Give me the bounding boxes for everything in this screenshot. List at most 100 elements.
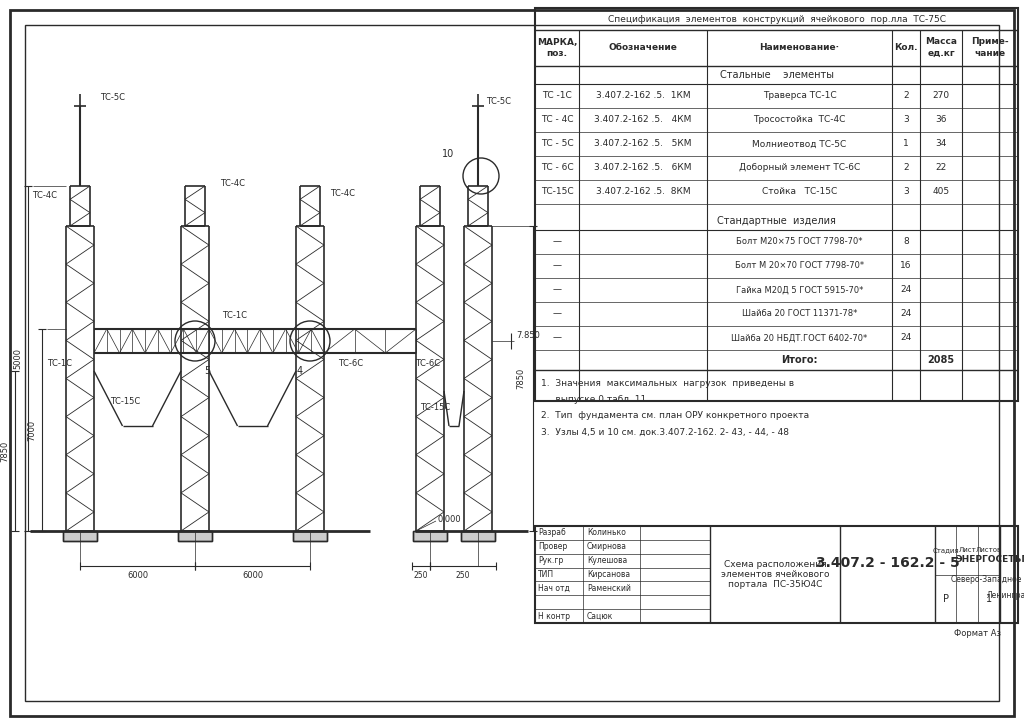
Text: 250: 250	[414, 571, 428, 581]
Text: ТС-6С: ТС-6С	[415, 359, 440, 367]
Text: 7850: 7850	[516, 368, 525, 389]
Text: 3.407.2 - 162.2 - 5: 3.407.2 - 162.2 - 5	[816, 556, 959, 570]
Text: ТИП: ТИП	[538, 570, 554, 579]
Bar	[413, 531, 447, 541]
Text: Рук.гр: Рук.гр	[538, 556, 563, 565]
Text: Наименование·: Наименование·	[760, 44, 840, 52]
Text: чание: чание	[975, 49, 1006, 57]
Text: Приме-: Приме-	[971, 38, 1009, 46]
Text: Кол.: Кол.	[894, 44, 918, 52]
Text: 2085: 2085	[928, 355, 954, 365]
Text: P: P	[943, 594, 948, 604]
Text: 7000: 7000	[28, 420, 37, 441]
Bar	[178, 531, 212, 541]
Text: Итого:: Итого:	[781, 355, 818, 365]
Text: 22: 22	[935, 163, 946, 173]
Text: элементов ячейкового: элементов ячейкового	[721, 570, 829, 579]
Text: 3.407.2-162 .5.   6КМ: 3.407.2-162 .5. 6КМ	[594, 163, 692, 173]
Text: 3: 3	[903, 187, 909, 197]
Bar	[178, 531, 212, 541]
Text: 16: 16	[900, 261, 911, 271]
Text: 6000: 6000	[242, 571, 263, 581]
Text: Кулешова: Кулешова	[587, 556, 628, 565]
Text: 1: 1	[903, 139, 909, 149]
Text: Н контр: Н контр	[538, 611, 570, 621]
Text: ТС-15С: ТС-15С	[420, 404, 451, 412]
Bar	[63, 531, 97, 541]
Text: Северо-Западное отделение: Северо-Западное отделение	[951, 575, 1024, 584]
Text: 3.407.2-162 .5.  8КМ: 3.407.2-162 .5. 8КМ	[596, 187, 690, 197]
Text: Листов: Листов	[976, 547, 1002, 553]
Text: Стойка   ТС-15С: Стойка ТС-15С	[762, 187, 838, 197]
Text: ТС - 6С: ТС - 6С	[541, 163, 573, 173]
Text: 10: 10	[442, 149, 454, 159]
Text: ТС-5С: ТС-5С	[100, 94, 125, 102]
Text: ТС-15С: ТС-15С	[541, 187, 573, 197]
Text: Спецификация  элементов  конструкций  ячейкового  пор.лла  ТС-75С: Спецификация элементов конструкций ячейк…	[607, 15, 945, 23]
Text: 3.407.2-162 .5.   4КМ: 3.407.2-162 .5. 4КМ	[594, 115, 691, 124]
Text: 250: 250	[456, 571, 470, 581]
Text: 5: 5	[204, 366, 210, 376]
Text: —: —	[553, 285, 561, 295]
Text: Сацюк: Сацюк	[587, 611, 613, 621]
Bar	[293, 531, 327, 541]
Text: ТС - 4С: ТС - 4С	[541, 115, 573, 124]
Text: Доборный элемент ТС-6С: Доборный элемент ТС-6С	[739, 163, 860, 173]
Text: ТС-5С: ТС-5С	[486, 97, 511, 105]
Text: Болт М 20×70 ГОСТ 7798-70*: Болт М 20×70 ГОСТ 7798-70*	[735, 261, 864, 271]
Text: ТС-1С: ТС-1С	[47, 359, 72, 367]
Text: Обозначение: Обозначение	[608, 44, 678, 52]
Text: 3.407.2-162 .5.  1КМ: 3.407.2-162 .5. 1КМ	[596, 91, 690, 100]
Text: ед.кг: ед.кг	[927, 49, 954, 57]
Text: 2: 2	[903, 91, 909, 100]
Text: ТС-6С: ТС-6С	[338, 359, 364, 367]
Text: 2: 2	[903, 163, 909, 173]
Text: Ленинград: Ленинград	[987, 592, 1024, 600]
Text: Схема расположения: Схема расположения	[724, 560, 826, 569]
Text: 24: 24	[900, 285, 911, 295]
Text: 4: 4	[297, 366, 303, 376]
Text: 2.  Тип  фундамента см. план ОРУ конкретного проекта: 2. Тип фундамента см. план ОРУ конкретно…	[541, 412, 809, 420]
Bar	[293, 531, 327, 541]
Text: Колинько: Колинько	[587, 529, 626, 537]
Text: —: —	[553, 237, 561, 247]
Text: ТС-4С: ТС-4С	[33, 192, 57, 200]
Bar	[535, 8, 1018, 401]
Text: Гайка М20Д 5 ГОСТ 5915-70*: Гайка М20Д 5 ГОСТ 5915-70*	[736, 285, 863, 295]
Text: 8: 8	[903, 237, 909, 247]
Text: Разраб: Разраб	[538, 529, 565, 537]
Text: Кирсанова: Кирсанова	[587, 570, 630, 579]
Text: 36: 36	[935, 115, 947, 124]
Text: 0.000: 0.000	[438, 515, 462, 523]
Text: ТС - 5С: ТС - 5С	[541, 139, 573, 149]
Text: ТС-4С: ТС-4С	[330, 189, 355, 198]
Text: Стадия: Стадия	[933, 547, 959, 553]
Text: Болт М20×75 ГОСТ 7798-70*: Болт М20×75 ГОСТ 7798-70*	[736, 237, 863, 247]
Text: Стальные    элементы: Стальные элементы	[720, 70, 834, 80]
Text: Раменский: Раменский	[587, 584, 631, 593]
Text: 3.407.2-162 .5.   5КМ: 3.407.2-162 .5. 5КМ	[594, 139, 692, 149]
Text: Молниеотвод ТС-5С: Молниеотвод ТС-5С	[753, 139, 847, 149]
Text: 34: 34	[935, 139, 946, 149]
Text: 270: 270	[933, 91, 949, 100]
Text: 1: 1	[986, 594, 992, 604]
Text: 7.850: 7.850	[516, 332, 540, 340]
Text: Шайба 20 НБДТ.ГОСТ 6402-70*: Шайба 20 НБДТ.ГОСТ 6402-70*	[731, 333, 867, 343]
Text: ТС-15С: ТС-15С	[110, 396, 140, 406]
Text: 3.  Узлы 4,5 и 10 см. док.3.407.2-162. 2- 43, - 44, - 48: 3. Узлы 4,5 и 10 см. док.3.407.2-162. 2-…	[541, 428, 790, 436]
Text: МАРКА,: МАРКА,	[537, 38, 578, 46]
Text: Масса: Масса	[925, 38, 957, 46]
Bar	[535, 526, 1018, 623]
Text: —: —	[553, 333, 561, 343]
Text: Нач отд: Нач отд	[538, 584, 569, 593]
Text: ТС -1С: ТС -1С	[542, 91, 571, 100]
Text: Тросостойка  ТС-4С: Тросостойка ТС-4С	[754, 115, 846, 124]
Text: 3: 3	[903, 115, 909, 124]
Text: 6000: 6000	[127, 571, 148, 581]
Text: 7850: 7850	[0, 441, 9, 462]
Text: 24: 24	[900, 333, 911, 343]
Text: Траверса ТС-1С: Траверса ТС-1С	[763, 91, 837, 100]
Text: Лист: Лист	[958, 547, 976, 553]
Text: —: —	[553, 309, 561, 319]
Text: 24: 24	[900, 309, 911, 319]
